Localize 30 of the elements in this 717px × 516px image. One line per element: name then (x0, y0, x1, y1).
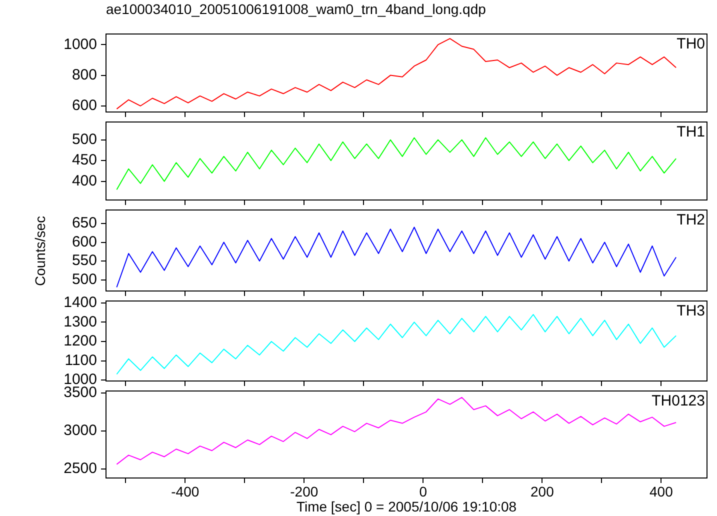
y-tick-label: 500 (72, 130, 97, 148)
x-axis-title: Time [sec] 0 = 2005/10/06 19:10:08 (296, 498, 517, 514)
y-tick-label: 3000 (64, 422, 97, 440)
series-label: TH1 (676, 124, 705, 141)
y-tick-label: 3500 (64, 384, 97, 402)
series-label: TH0 (676, 36, 705, 53)
y-tick-label: 400 (72, 172, 97, 190)
y-tick-label: 450 (72, 152, 97, 169)
y-tick-label: 1300 (64, 313, 97, 330)
x-tick-label: 400 (650, 483, 674, 500)
y-tick-label: 600 (72, 97, 97, 114)
x-tick-label: -400 (171, 483, 200, 500)
series-label: TH3 (676, 302, 705, 320)
y-tick-label: 1000 (64, 36, 97, 53)
y-tick-label: 1200 (64, 332, 97, 350)
chart-title: ae100034010_20051006191008_wam0_trn_4band_long.qdp (106, 1, 486, 17)
y-tick-label: 1400 (64, 294, 97, 312)
y-tick-label: 650 (72, 214, 97, 232)
y-tick-label: 500 (72, 270, 97, 288)
y-tick-label: 600 (72, 233, 97, 250)
y-tick-label: 1100 (64, 352, 97, 369)
y-axis-title: Counts/sec (32, 215, 48, 286)
x-tick-label: 0 (419, 483, 428, 500)
y-tick-label: 550 (72, 252, 97, 270)
series-label: TH2 (676, 212, 705, 229)
x-tick-label: -200 (290, 483, 318, 500)
y-tick-label: 2500 (64, 460, 97, 478)
series-label: TH0123 (652, 392, 705, 410)
y-tick-label: 800 (72, 66, 97, 84)
x-tick-label: 200 (530, 483, 554, 500)
